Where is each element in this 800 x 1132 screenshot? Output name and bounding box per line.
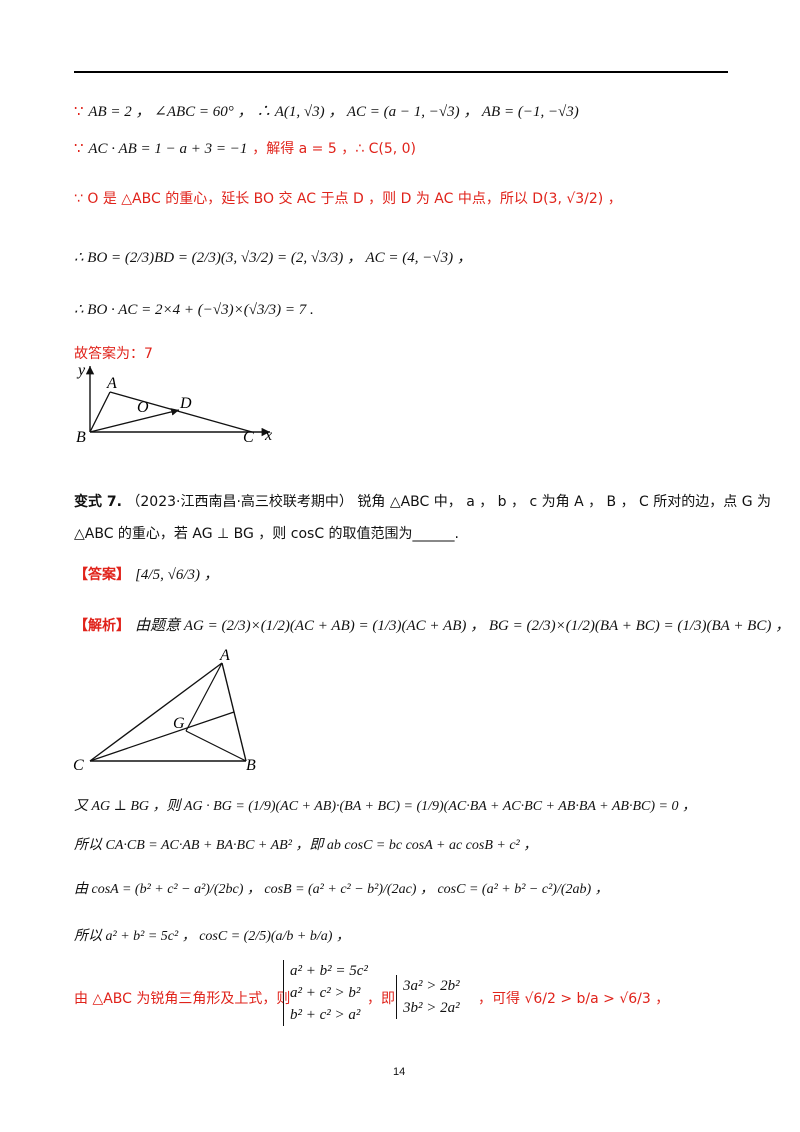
answer-tag: 【答案】 xyxy=(74,567,130,583)
label-d: D xyxy=(179,395,192,412)
label-b2: B xyxy=(246,757,256,774)
analysis-line-6c: ，可得 √6/2 > b/a > √6/3 ， xyxy=(478,991,670,1007)
label-o: O xyxy=(137,399,149,416)
problem-line-2: △ABC 的重心，若 AG ⊥ BG ，则 cosC 的取值范围为______. xyxy=(74,526,459,542)
triangle-figure: A G C B xyxy=(73,648,256,774)
segment-gb xyxy=(185,730,247,762)
label-x: x xyxy=(264,427,272,444)
label-y: y xyxy=(76,362,86,379)
label-a: A xyxy=(106,375,117,392)
answer-line-1: 故答案为：7 xyxy=(74,346,153,362)
label-c: C xyxy=(243,429,254,446)
analysis-line-3: 所以 CA·CB = AC·AB + BA·BC + AB² ，即 ab cos… xyxy=(74,838,538,853)
median-a xyxy=(185,662,223,732)
solution-line-2: ∵ AC · AB = 1 − a + 3 = −1 ，解得 a = 5 ，∴ … xyxy=(74,139,416,157)
side-ba xyxy=(89,391,111,433)
analysis-line-5: 所以 a² + b² = 5c² ， cosC = (2/5)(a/b + b/… xyxy=(74,929,350,944)
analysis-line-4: 由 cosA = (b² + c² − a²)/(2bc) ， cosB = (… xyxy=(74,882,609,897)
analysis-line-2: 又 AG ⊥ BG ，则 AG · BG = (1/9)(AC + AB)·(B… xyxy=(74,799,696,814)
label-c2: C xyxy=(73,757,84,774)
label-b: B xyxy=(76,429,86,446)
inequality-system-1: a² + b² = 5c² a² + c² > b² b² + c² > a² xyxy=(283,960,368,1026)
coordinate-figure: y A O D B C x xyxy=(76,362,272,446)
inequality-system-2: 3a² > 2b² 3b² > 2a² xyxy=(396,975,460,1019)
analysis-line-1: 【解析】 由题意 AG = (2/3)×(1/2)(AC + AB) = (1/… xyxy=(74,618,791,634)
page-number: 14 xyxy=(393,1066,406,1078)
median-bd xyxy=(89,408,180,433)
analysis-line-6b: ，即 xyxy=(367,991,395,1007)
label-a2: A xyxy=(219,648,230,664)
label-g: G xyxy=(173,715,185,732)
solution-line-5: ∴ BO · AC = 2×4 + (−√3)×(√3/3) = 7 . xyxy=(74,302,314,318)
median-c xyxy=(89,711,235,762)
solution-line-1: ∵ AB = 2 ， ∠ABC = 60° ， ∴ A(1, √3) ， AC … xyxy=(74,102,579,120)
solution-line-4: ∴ BO = (2/3)BD = (2/3)(3, √3/2) = (2, √3… xyxy=(74,250,472,266)
solution-line-3: ∵ O 是 △ABC 的重心，延长 BO 交 AC 于点 D ，则 D 为 AC… xyxy=(74,191,622,207)
header-rule xyxy=(74,71,728,73)
side-ca xyxy=(89,662,223,762)
problem-line-1: 变式 7. （2023·江西南昌·高三校联考期中） 锐角 △ABC 中， a ，… xyxy=(74,494,772,510)
side-ac xyxy=(109,391,253,433)
answer-value: [4/5, √6/3) ， xyxy=(135,567,219,583)
analysis-line-6a: 由 △ABC 为锐角三角形及上式，则 xyxy=(74,991,291,1007)
answer-block: 【答案】 [4/5, √6/3) ， xyxy=(74,563,219,584)
